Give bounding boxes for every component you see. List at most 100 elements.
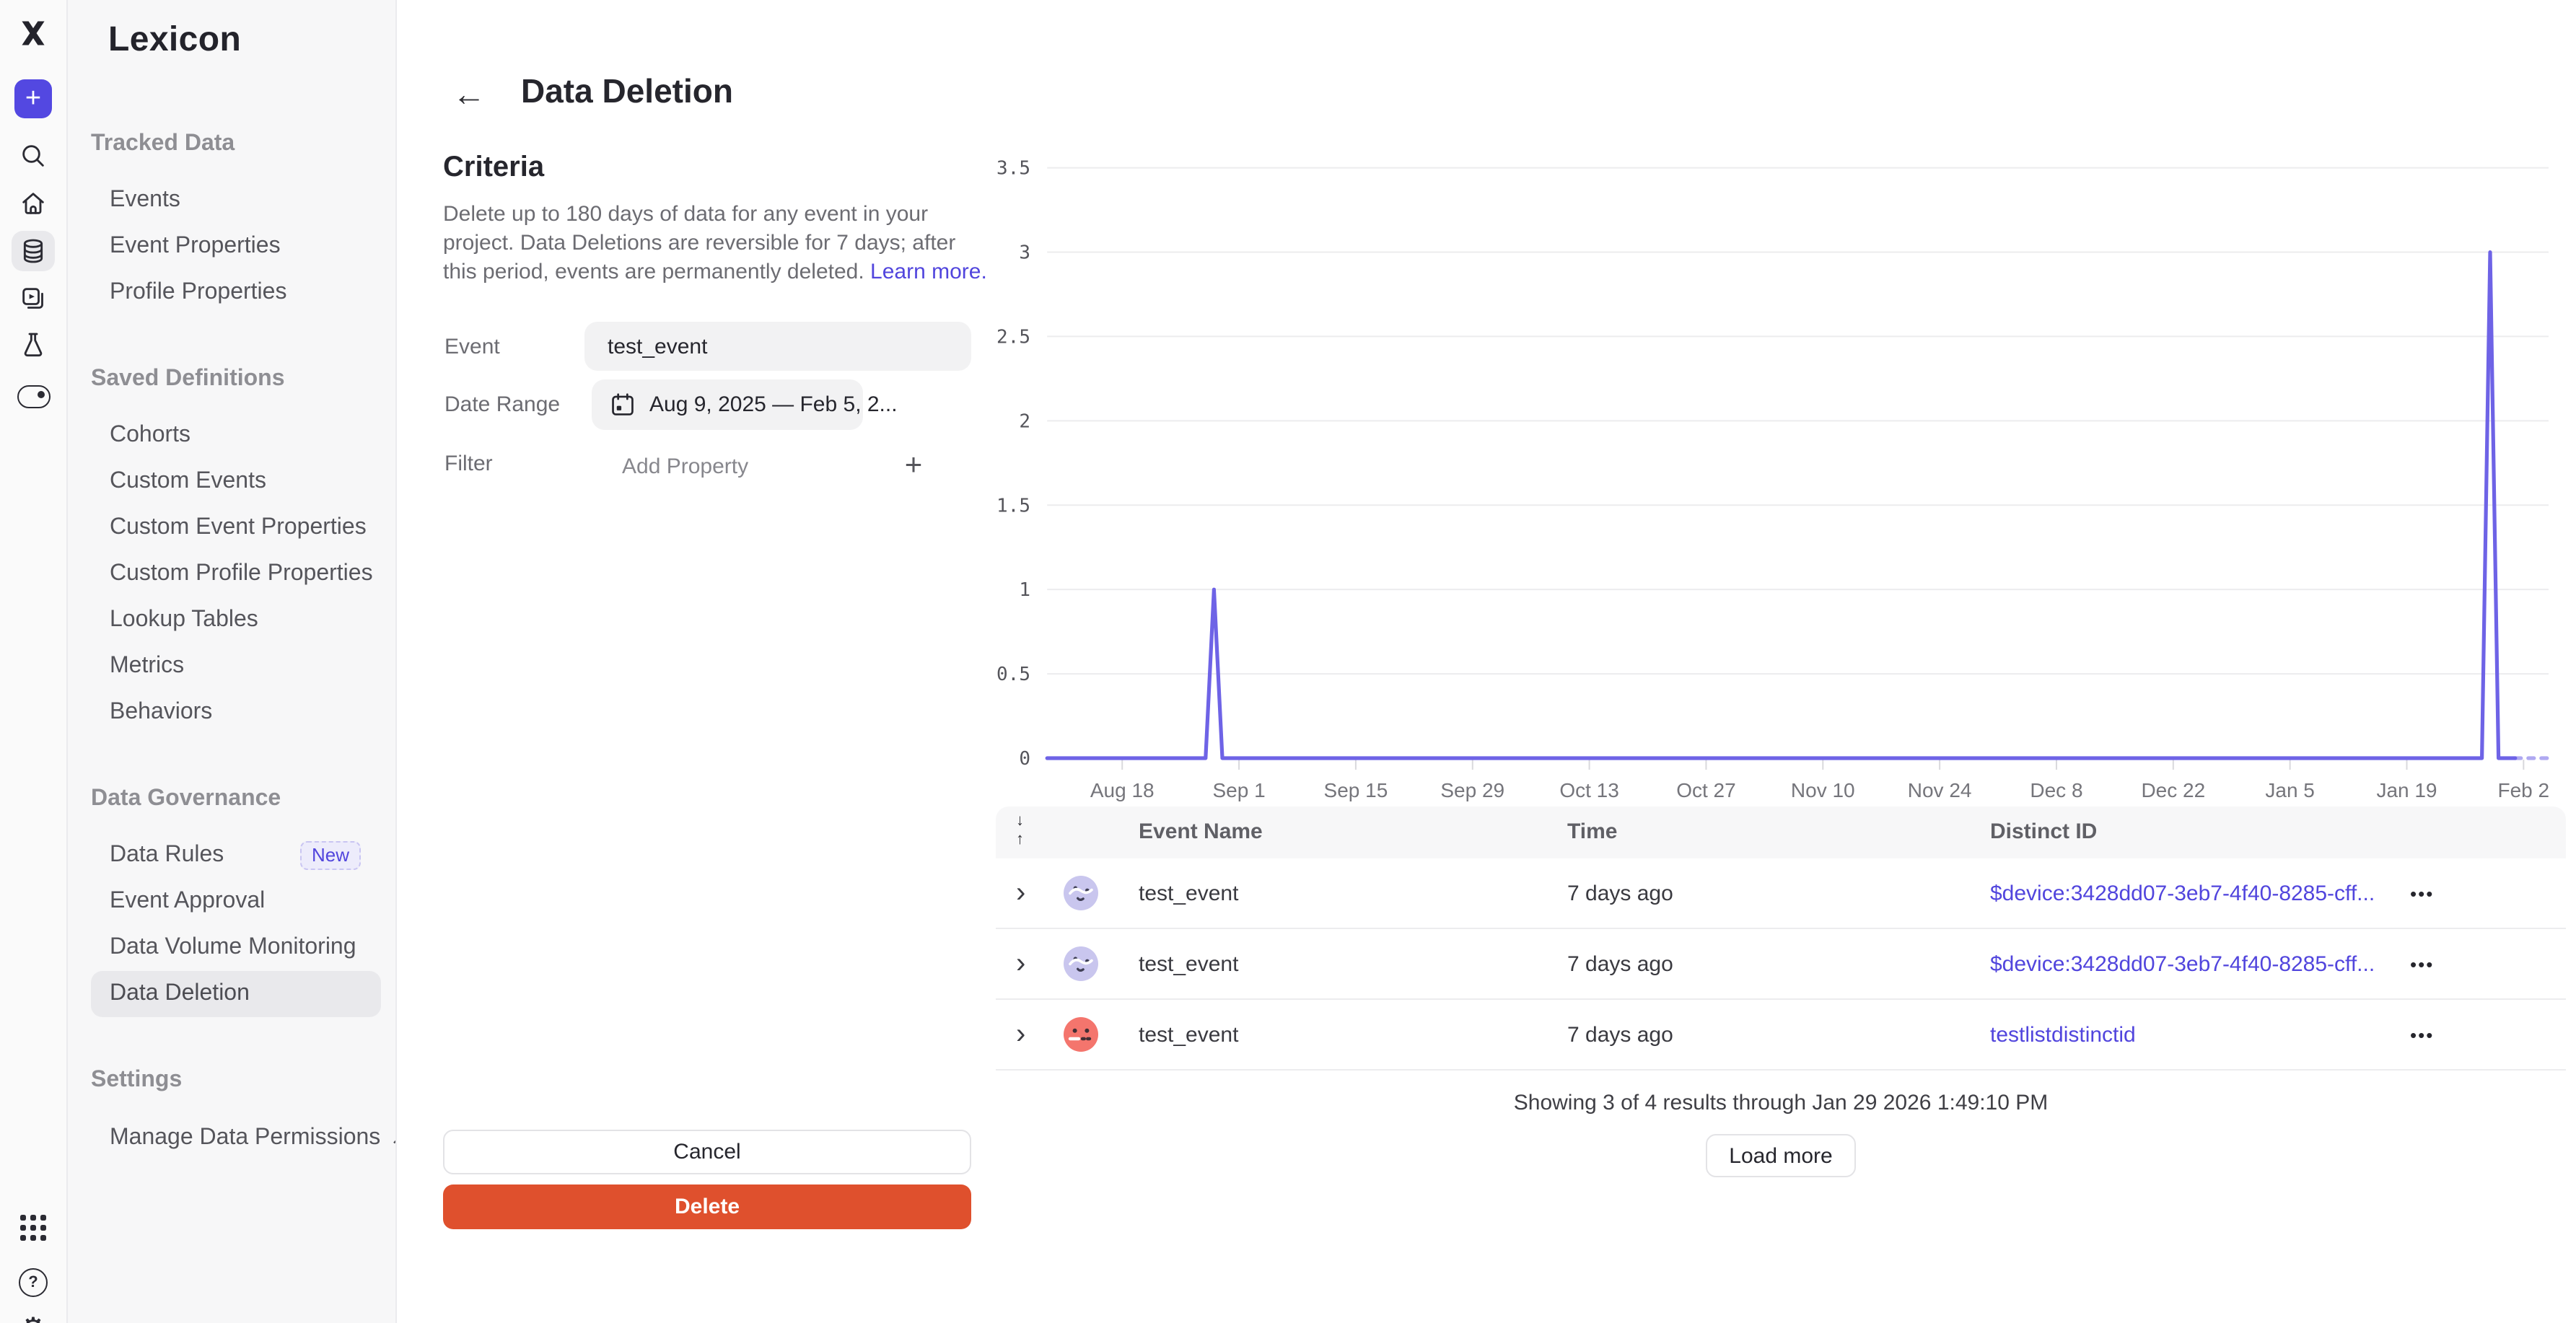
external-link-icon: ↗ <box>390 1125 395 1148</box>
sidebar-item-label: Custom Events <box>110 469 266 493</box>
sidebar-item-label: Metrics <box>110 654 185 678</box>
sidebar-item-profile-properties[interactable]: Profile Properties <box>91 270 381 316</box>
settings-gear-icon[interactable]: ⚙ <box>14 1310 52 1323</box>
sidebar-section: Data Governance Data Rules New Event Approv… <box>66 776 395 1017</box>
sort-icon[interactable]: ↓ ↑ <box>1016 812 1024 850</box>
add-property-button[interactable]: Add Property <box>622 454 749 479</box>
distinct-id-link[interactable]: testlistdistinctid <box>1990 1022 2136 1047</box>
sidebar-item-manage-data-permissions[interactable]: Manage Data Permissions ↗ <box>91 1114 395 1160</box>
new-badge: New <box>299 841 361 870</box>
page-title: Data Deletion <box>521 72 733 110</box>
sidebar-item-label: Lookup Tables <box>110 607 258 632</box>
table-row[interactable]: › test_event 7 days ago $device:3428dd07-3e… <box>996 929 2566 1000</box>
distinct-id-link[interactable]: $device:3428dd07-3eb7-4f40-8285-cff... <box>1990 881 2375 905</box>
sidebar-section-label: Settings <box>91 1068 183 1092</box>
plus-icon: + <box>25 84 42 114</box>
svg-text:Oct 13: Oct 13 <box>1559 779 1618 801</box>
load-more-button[interactable]: Load more <box>1706 1134 1856 1177</box>
event-value: test_event <box>608 334 708 359</box>
sidebar-item-event-properties[interactable]: Event Properties <box>91 224 381 270</box>
sidebar-item-label: Data Volume Monitoring <box>110 935 356 959</box>
experiments-flask-icon[interactable] <box>14 326 52 364</box>
help-icon[interactable]: ? <box>14 1264 52 1301</box>
sidebar-item-label: Event Approval <box>110 889 266 913</box>
sidebar-item-label: Manage Data Permissions <box>110 1125 381 1150</box>
event-avatar-red <box>1064 1017 1098 1052</box>
sidebar-item-cohorts[interactable]: Cohorts <box>91 413 381 459</box>
event-avatar-lavender <box>1064 946 1098 981</box>
distinct-id-link[interactable]: $device:3428dd07-3eb7-4f40-8285-cff... <box>1990 951 2375 976</box>
event-volume-chart: 0 0.5 1 1.5 2 2.5 3 3.5 Aug 18 Sep 1 Sep 15 Sep 29 O… <box>996 158 2551 801</box>
search-icon[interactable] <box>14 137 52 175</box>
column-header-time: Time <box>1567 819 1618 844</box>
sidebar-section: Tracked Data Events Event Properties Profil… <box>66 121 395 316</box>
sidebar-item-data-deletion[interactable]: Data Deletion <box>91 971 381 1017</box>
row-expand-chevron-icon[interactable]: › <box>1016 1018 1026 1050</box>
add-filter-plus-icon[interactable]: + <box>895 447 932 485</box>
sidebar-item-label: Data Rules <box>110 843 224 867</box>
row-overflow-menu-icon[interactable]: ••• <box>2410 882 2435 904</box>
sidebar-item-custom-profile-properties[interactable]: Custom Profile Properties <box>91 551 381 597</box>
event-name-cell: test_event <box>1139 1022 1239 1047</box>
sidebar-item-custom-event-properties[interactable]: Custom Event Properties <box>91 505 381 551</box>
sidebar-item-data-rules[interactable]: Data Rules New <box>91 832 381 879</box>
table-row[interactable]: › test_event 7 days ago testlistdistinctid •… <box>996 1000 2566 1071</box>
criteria-description-text: Delete up to 180 days of data for any ev… <box>443 202 956 284</box>
sidebar-item-label: Events <box>110 188 180 212</box>
sidebar-section: Settings Manage Data Permissions ↗ <box>66 1058 395 1160</box>
results-summary: Showing 3 of 4 results through Jan 29 20… <box>1513 1091 2049 1115</box>
apps-grid-icon[interactable] <box>14 1209 52 1247</box>
delete-button[interactable]: Delete <box>443 1184 971 1229</box>
question-mark: ? <box>28 1274 38 1291</box>
table-row[interactable]: › test_event 7 days ago $device:3428dd07-3e… <box>996 858 2566 929</box>
event-select-input[interactable]: test_event <box>584 322 971 371</box>
home-icon[interactable] <box>14 185 52 222</box>
lexicon-sidebar: Lexicon Tracked Data Events Event Properti… <box>66 0 397 1323</box>
svg-text:1.5: 1.5 <box>996 495 1030 517</box>
sidebar-title: Lexicon <box>108 20 242 59</box>
row-overflow-menu-icon[interactable]: ••• <box>2410 1024 2435 1045</box>
feature-flags-icon[interactable] <box>14 378 52 416</box>
svg-text:Nov 24: Nov 24 <box>1908 779 1972 801</box>
svg-text:0: 0 <box>1019 748 1030 770</box>
table-header: ↓ ↑ Event Name Time Distinct ID <box>996 806 2566 858</box>
create-button[interactable]: + <box>14 79 52 118</box>
sidebar-item-event-approval[interactable]: Event Approval <box>91 879 381 925</box>
sidebar-item-label: Data Deletion <box>110 981 250 1006</box>
sidebar-section: Saved Definitions Cohorts Custom Events Cus… <box>66 356 395 736</box>
row-expand-chevron-icon[interactable]: › <box>1016 947 1026 979</box>
event-name-cell: test_event <box>1139 951 1239 976</box>
svg-text:Oct 27: Oct 27 <box>1676 779 1735 801</box>
svg-text:Aug 18: Aug 18 <box>1090 779 1155 801</box>
date-range-picker[interactable]: Aug 9, 2025 — Feb 5, 2... <box>592 379 898 430</box>
svg-text:3.5: 3.5 <box>996 158 1030 180</box>
time-cell: 7 days ago <box>1567 951 1673 976</box>
plus-glyph: + <box>904 449 923 482</box>
sidebar-item-events[interactable]: Events <box>91 177 381 224</box>
date-range-value: Aug 9, 2025 — Feb 5, 2... <box>649 392 898 417</box>
sidebar-item-label: Behaviors <box>110 700 213 724</box>
row-expand-chevron-icon[interactable]: › <box>1016 876 1026 908</box>
sidebar-item-behaviors[interactable]: Behaviors <box>91 690 381 736</box>
svg-text:Feb 2: Feb 2 <box>2498 779 2550 801</box>
sidebar-section-label: Saved Definitions <box>91 366 285 391</box>
row-overflow-menu-icon[interactable]: ••• <box>2410 953 2435 975</box>
back-arrow-icon: ← <box>452 74 486 112</box>
sidebar-item-custom-events[interactable]: Custom Events <box>91 459 381 505</box>
sidebar-item-data-volume-monitoring[interactable]: Data Volume Monitoring <box>91 925 381 971</box>
cancel-button[interactable]: Cancel <box>443 1130 971 1174</box>
app-icon-rail: + ? ⚙ <box>0 0 68 1323</box>
learn-more-link[interactable]: Learn more. <box>870 260 987 284</box>
data-management-icon[interactable] <box>12 231 55 271</box>
column-header-distinct-id: Distinct ID <box>1990 819 2098 844</box>
sidebar-item-label: Custom Profile Properties <box>110 561 373 586</box>
sidebar-item-lookup-tables[interactable]: Lookup Tables <box>91 597 381 643</box>
sort-desc-arrow: ↓ <box>1016 812 1024 830</box>
boards-icon[interactable] <box>14 280 52 317</box>
mixpanel-logo-icon[interactable] <box>14 14 52 52</box>
sidebar-item-metrics[interactable]: Metrics <box>91 643 381 690</box>
date-range-field-label: Date Range <box>444 392 561 417</box>
svg-text:Nov 10: Nov 10 <box>1791 779 1855 801</box>
back-button[interactable]: ← <box>450 74 488 113</box>
sidebar-item-label: Event Properties <box>110 234 281 258</box>
